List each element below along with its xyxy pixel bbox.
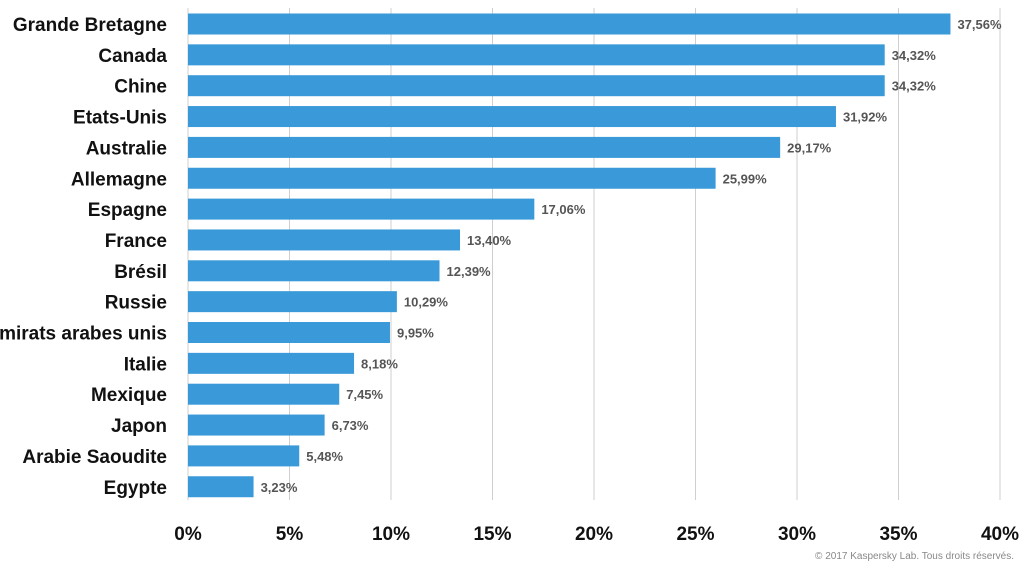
bar bbox=[188, 13, 951, 35]
value-label: 10,29% bbox=[404, 295, 449, 310]
value-label: 37,56% bbox=[957, 17, 1002, 32]
category-label: Japon bbox=[111, 416, 167, 437]
category-label: Etats-Unis bbox=[73, 108, 167, 129]
copyright-notice: © 2017 Kaspersky Lab. Tous droits réserv… bbox=[815, 551, 1014, 562]
value-label: 3,23% bbox=[261, 480, 298, 495]
value-label: 5,48% bbox=[306, 449, 343, 464]
x-tick-label: 30% bbox=[778, 524, 816, 545]
value-labels: 37,56% 34,32% 34,32% 31,92% 29,17% 25,99% 17,0… bbox=[261, 17, 1002, 495]
category-label: Allemagne bbox=[71, 169, 167, 190]
bar bbox=[188, 291, 397, 313]
value-label: 12,39% bbox=[447, 264, 492, 279]
bars bbox=[188, 13, 951, 498]
x-tick-label: 25% bbox=[676, 524, 714, 545]
value-label: 29,17% bbox=[787, 140, 832, 155]
bar bbox=[188, 414, 325, 436]
value-label: 34,32% bbox=[892, 79, 937, 94]
x-tick-label: 35% bbox=[879, 524, 917, 545]
category-label: Grande Bretagne bbox=[13, 15, 167, 36]
value-label: 17,06% bbox=[541, 202, 586, 217]
category-labels: Grande Bretagne Canada Chine Etats-Unis Aust… bbox=[0, 15, 167, 499]
category-label: Émirats arabes unis bbox=[0, 323, 167, 345]
category-label: Australie bbox=[86, 138, 167, 159]
category-label: Mexique bbox=[91, 385, 167, 406]
bar bbox=[188, 229, 461, 251]
bar bbox=[188, 322, 390, 343]
x-tick-label: 0% bbox=[174, 524, 202, 545]
x-tick-label: 15% bbox=[473, 524, 511, 545]
bar bbox=[188, 75, 885, 97]
bar bbox=[188, 167, 716, 189]
x-axis-tick-labels: 0% 5% 10% 15% 20% 25% 30% 35% 40% bbox=[174, 524, 1019, 545]
category-label: Arabie Saoudite bbox=[22, 447, 167, 468]
bar bbox=[188, 198, 535, 220]
value-label: 34,32% bbox=[892, 48, 937, 63]
value-label: 8,18% bbox=[361, 356, 398, 371]
category-label: Brésil bbox=[114, 262, 167, 283]
bar bbox=[188, 260, 440, 282]
value-label: 7,45% bbox=[346, 387, 383, 402]
value-label: 9,95% bbox=[397, 326, 434, 341]
x-tick-label: 5% bbox=[276, 524, 304, 545]
value-label: 31,92% bbox=[843, 110, 888, 125]
bar bbox=[188, 476, 254, 498]
category-label: Chine bbox=[114, 77, 167, 98]
value-label: 6,73% bbox=[332, 418, 369, 433]
bar bbox=[188, 445, 300, 467]
x-tick-label: 20% bbox=[575, 524, 613, 545]
category-label: Canada bbox=[98, 46, 167, 67]
category-label: Russie bbox=[105, 293, 167, 314]
category-label: Espagne bbox=[88, 200, 167, 221]
bar bbox=[188, 44, 885, 66]
bar bbox=[188, 136, 781, 158]
x-tick-label: 10% bbox=[372, 524, 410, 545]
bar bbox=[188, 352, 355, 374]
bar bbox=[188, 106, 836, 128]
category-label: Egypte bbox=[104, 478, 167, 499]
category-label: Italie bbox=[124, 354, 167, 375]
category-label: France bbox=[105, 231, 167, 252]
value-label: 25,99% bbox=[723, 171, 768, 186]
value-label: 13,40% bbox=[467, 233, 512, 248]
bar bbox=[188, 383, 340, 405]
x-tick-label: 40% bbox=[981, 524, 1019, 545]
